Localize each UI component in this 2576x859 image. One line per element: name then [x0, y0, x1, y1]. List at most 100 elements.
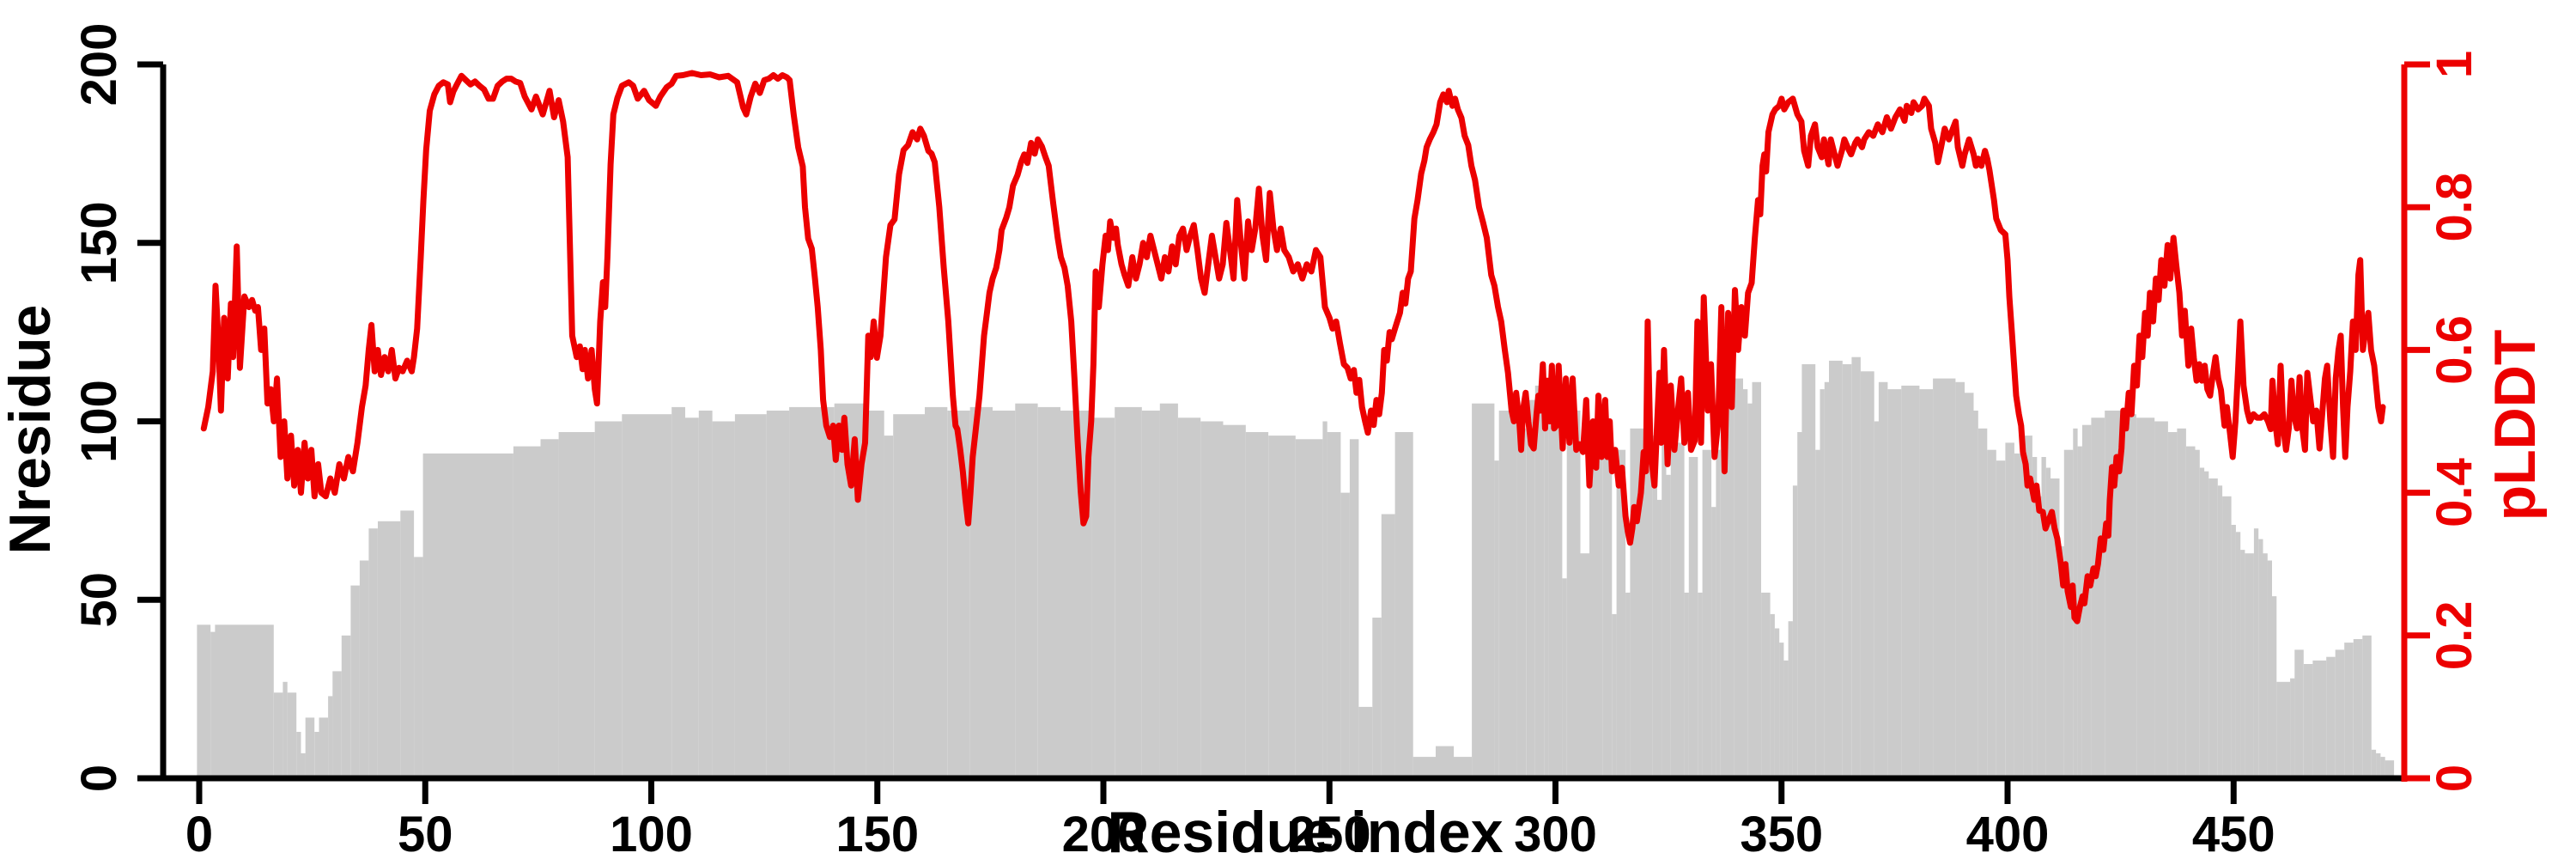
- bar-segment: [1801, 364, 1816, 778]
- bar-segment: [1037, 406, 1060, 778]
- bar-segment: [319, 717, 328, 778]
- bar-segment: [1670, 442, 1685, 778]
- bar-segment: [1245, 432, 1269, 778]
- right-axis-tick-label: 1: [2427, 51, 2482, 78]
- bar-segment: [1887, 389, 1902, 778]
- right-axis-title: pLDDT: [2482, 330, 2548, 521]
- bar-segment: [1544, 399, 1549, 778]
- bar-segment: [2245, 553, 2254, 778]
- bar-segment: [884, 436, 894, 778]
- bar-segment: [2253, 528, 2259, 778]
- bar-segment: [2050, 478, 2060, 778]
- bar-segment: [273, 692, 283, 778]
- left-axis-tick-label: 50: [71, 572, 127, 628]
- bar-segment: [893, 414, 926, 778]
- bar-segment: [1978, 428, 1988, 778]
- bar-segment: [1526, 399, 1535, 778]
- bar-segment: [1842, 364, 1852, 778]
- bar-segment: [1851, 356, 1861, 778]
- bar-segment: [2267, 560, 2272, 778]
- bar-segment: [1616, 449, 1626, 778]
- nresidue-bars: [197, 356, 2395, 778]
- x-axis-tick-label: 100: [610, 807, 693, 859]
- plddt-line: [200, 70, 2386, 624]
- bar-segment: [1580, 553, 1589, 778]
- bar-segment: [1159, 403, 1178, 778]
- right-axis-tick-label: 0.2: [2427, 600, 2482, 670]
- bar-segment: [1711, 507, 1716, 778]
- bar-segment: [359, 560, 369, 778]
- bar-segment: [540, 439, 559, 778]
- left-axis-title: Nresidue: [0, 305, 63, 555]
- bar-segment: [2037, 496, 2042, 778]
- bar-segment: [328, 696, 333, 778]
- bar-segment: [1797, 432, 1802, 778]
- bar-segment: [1761, 592, 1771, 778]
- bar-segment: [1965, 393, 1974, 778]
- bar-segment: [1327, 432, 1341, 778]
- bar-segment: [2167, 432, 2178, 778]
- bar-segment: [2263, 553, 2268, 778]
- bar-segment: [1177, 417, 1201, 778]
- bar-segment: [197, 624, 211, 778]
- bar-segment: [993, 411, 1016, 778]
- bar-segment: [925, 406, 948, 778]
- bar-segment: [2222, 496, 2232, 778]
- x-axis-tick-label: 50: [398, 807, 453, 859]
- bar-segment: [1562, 578, 1567, 778]
- bar-segment: [2240, 550, 2245, 778]
- left-axis-tick-label: 200: [71, 23, 127, 107]
- bar-segment: [1829, 360, 1843, 778]
- bar-segment: [1788, 621, 1793, 778]
- x-axis-tick-label: 350: [1740, 807, 1823, 859]
- bar-segment: [2371, 749, 2377, 778]
- bar-segment: [1652, 436, 1657, 778]
- x-axis-tick-label: 450: [2192, 807, 2275, 859]
- bar-segment: [1779, 643, 1784, 778]
- x-axis-tick-label: 400: [1966, 807, 2050, 859]
- bar-segment: [378, 521, 401, 778]
- bar-segment: [1792, 485, 1798, 778]
- bar-segment: [1295, 439, 1323, 778]
- bar-segment: [1666, 474, 1671, 778]
- bar-segment: [1720, 411, 1725, 778]
- bar-segment: [414, 557, 423, 778]
- bar-segment: [400, 510, 415, 778]
- bar-segment: [712, 421, 735, 778]
- bar-segment: [2294, 649, 2304, 778]
- bar-segment: [296, 732, 301, 778]
- bar-segment: [2231, 525, 2236, 778]
- bar-segment: [2204, 471, 2209, 778]
- bar-segment: [2362, 635, 2372, 778]
- bar-segment: [1223, 424, 1246, 778]
- bar-segment: [2376, 752, 2381, 778]
- bar-segment: [2353, 639, 2363, 778]
- left-axis-tick-label: 150: [71, 201, 127, 284]
- bar-segment: [1752, 381, 1761, 778]
- bar-segment: [1657, 499, 1662, 778]
- bar-segment: [2312, 660, 2327, 778]
- bar-segment: [2335, 649, 2345, 778]
- right-axis-tick-label: 0.8: [2427, 173, 2482, 242]
- bar-segment: [1724, 396, 1735, 778]
- x-axis-title: Residue index: [1107, 800, 1503, 859]
- bar-segment: [301, 752, 306, 778]
- bar-segment: [766, 411, 790, 778]
- bar-segment: [1820, 389, 1825, 778]
- bar-segment: [671, 406, 685, 778]
- bar-segment: [1734, 378, 1743, 778]
- bar-segment: [1688, 457, 1698, 778]
- bar-segment: [1494, 460, 1499, 778]
- bar-segment: [2344, 643, 2354, 778]
- bar-segment: [558, 432, 595, 778]
- bar-segment: [1548, 414, 1563, 778]
- bar-segment: [1534, 385, 1545, 778]
- bar-segment: [2276, 681, 2291, 778]
- bar-segment: [1413, 757, 1436, 778]
- bar-segment: [1394, 432, 1413, 778]
- bar-segment: [2195, 449, 2200, 778]
- bar-segment: [314, 732, 319, 778]
- bar-segment: [1824, 381, 1830, 778]
- bar-segment: [1612, 613, 1617, 778]
